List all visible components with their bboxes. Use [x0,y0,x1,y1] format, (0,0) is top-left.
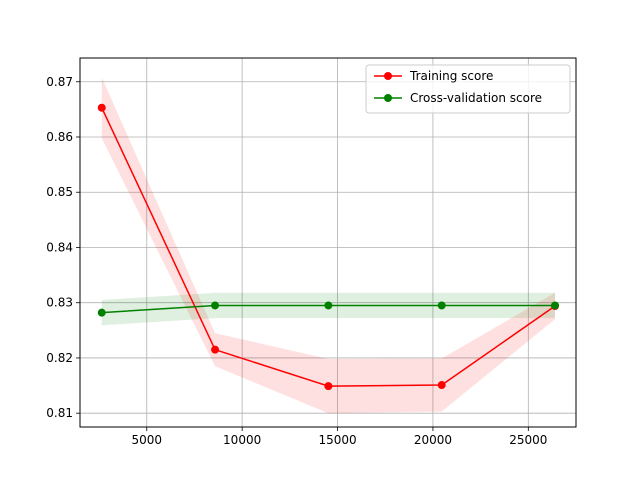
legend-cross-validation-score-label: Cross-validation score [410,91,542,105]
x-tick-label: 25000 [509,433,547,447]
y-tick-label: 0.84 [46,240,73,254]
cross-validation-score-point [211,301,220,310]
cross-validation-score-point [97,308,106,317]
legend-cross-validation-score-marker [384,94,392,102]
y-tick-label: 0.81 [46,406,73,420]
x-tick-label: 15000 [318,433,356,447]
y-tick-label: 0.85 [46,185,73,199]
x-tick-label: 5000 [131,433,162,447]
y-tick-label: 0.83 [46,296,73,310]
training-score-point [211,345,220,354]
training-score-point [437,381,446,390]
grid [80,58,576,427]
y-tick-label: 0.87 [46,75,73,89]
y-tick-label: 0.82 [46,351,73,365]
cross-validation-score-point [551,301,560,310]
legend-training-score-label: Training score [409,69,493,83]
legend-training-score-marker [384,72,392,80]
y-tick-label: 0.86 [46,130,73,144]
cross-validation-score-point [324,301,333,310]
training-score-point [324,382,333,391]
legend-box [365,64,571,114]
training-score-point [97,103,106,112]
cross-validation-score-point [437,301,446,310]
x-tick-label: 20000 [414,433,452,447]
plot-area-frame [79,57,577,428]
legend: Training score Cross-validation score [365,64,571,114]
axis-ticks: 5000 10000 15000 20000 25000 0.81 0.82 0.83 0.84… [46,75,547,447]
series-markers [97,103,560,391]
x-tick-label: 10000 [223,433,261,447]
